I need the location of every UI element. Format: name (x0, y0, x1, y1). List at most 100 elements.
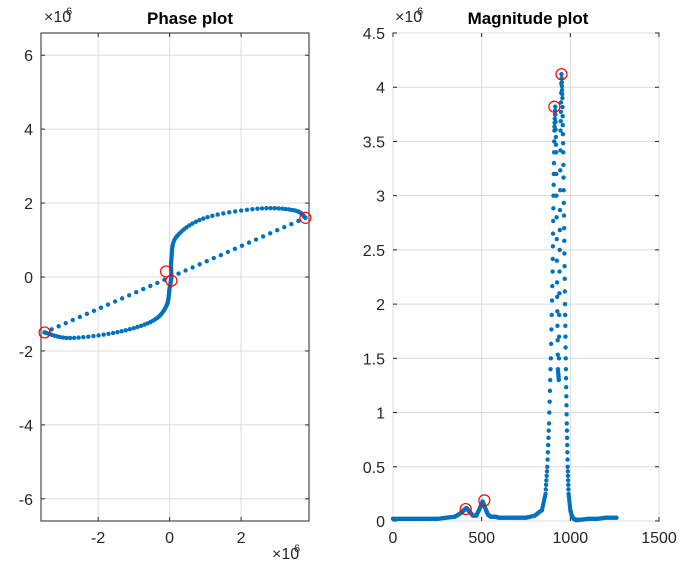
magnitude-plot-data-point (554, 193, 559, 198)
phase-plot-y-tick-label: -6 (19, 492, 33, 509)
magnitude-plot-data-point (550, 256, 555, 262)
magnitude-plot-data-point (561, 162, 566, 168)
magnitude-plot-data-point (547, 399, 552, 404)
magnitude-plot-data-point (554, 294, 560, 300)
magnitude-plot-data-point (560, 141, 566, 146)
magnitude-plot-data-point (558, 109, 564, 115)
magnitude-plot-data-point (564, 421, 569, 426)
phase-plot-data-point (138, 323, 144, 329)
magnitude-plot-data-point (564, 412, 569, 417)
magnitude-plot-data-point (563, 376, 569, 381)
magnitude-plot-data-point (565, 457, 570, 462)
phase-plot-data-point (64, 335, 69, 341)
phase-plot-data-point (115, 329, 120, 335)
phase-plot-data-point (91, 308, 97, 313)
phase-plot-y-tick-label: -2 (19, 344, 33, 361)
magnitude-plot-y-tick-label: 1.5 (363, 351, 385, 368)
phase-plot-data-point (282, 224, 287, 230)
phase-plot: -2 0 2 -6 -4 -2 0 2 4 6 Phase plot ×10 6 ×10 6 (19, 6, 312, 563)
magnitude-plot-data-point (545, 457, 550, 462)
phase-plot-data-point (105, 302, 111, 307)
phase-plot-data-point (110, 330, 116, 336)
magnitude-plot-data-point (565, 464, 570, 469)
magnitude-plot-data-point (555, 323, 560, 328)
phase-plot-data-point (86, 334, 91, 339)
phase-plot-data-point (238, 208, 244, 213)
phase-plot-data-point (183, 268, 188, 273)
phase-plot-data-point (225, 249, 231, 255)
phase-plot-ticks: -2 0 2 -6 -4 -2 0 2 4 6 (19, 33, 309, 547)
magnitude-plot-data-point (563, 356, 568, 361)
phase-plot-data-point (77, 314, 83, 320)
magnitude-plot-data-point (545, 450, 551, 455)
magnitude-plot-data-point (545, 442, 551, 448)
magnitude-plot-data-point (563, 345, 568, 350)
magnitude-plot-data-point (565, 478, 571, 483)
magnitude-plot-data-point (561, 200, 567, 206)
phase-plot-data-point (61, 335, 66, 340)
phase-plot-x-tick-label: -2 (91, 530, 105, 547)
magnitude-plot-y-tick-label: 2.5 (363, 243, 385, 260)
phase-plot-data-point (155, 280, 160, 286)
phase-plot-data-point (98, 305, 104, 310)
magnitude-plot-data-point (557, 227, 563, 233)
magnitude-plot-data-point (560, 113, 565, 119)
magnitude-plot-data-point (560, 95, 565, 101)
phase-plot-y-tick-label: 0 (24, 270, 33, 287)
magnitude-plot-data-point (557, 312, 562, 318)
phase-plot-grid (41, 33, 309, 521)
magnitude-plot-data-point (565, 473, 571, 479)
magnitude-plot-data-point (564, 403, 569, 408)
phase-plot-data-point (272, 206, 277, 211)
magnitude-plot-data-point (555, 309, 560, 314)
phase-plot-data-point (67, 335, 73, 341)
magnitude-plot-data-point (560, 132, 566, 137)
magnitude-plot-data-point (566, 487, 571, 492)
magnitude-plot-data-point (549, 298, 555, 303)
magnitude-plot-data-point (551, 206, 556, 211)
phase-plot-data-point (264, 206, 269, 211)
magnitude-plot-data-point (549, 312, 554, 318)
magnitude-plot-data-point (554, 215, 559, 220)
magnitude-plot-data-point (543, 482, 549, 488)
magnitude-plot-data-point (548, 341, 554, 347)
phase-plot-data-point (210, 213, 215, 219)
phase-plot-points (42, 205, 308, 341)
phase-plot-data-point (239, 243, 245, 248)
magnitude-plot-y-tick-label: 0 (376, 514, 385, 531)
magnitude-plot-data-point (544, 473, 549, 479)
magnitude-plot-data-point (565, 450, 570, 455)
phase-plot-data-point (211, 255, 216, 261)
phase-plot-data-point (176, 271, 181, 276)
magnitude-plot-data-point (556, 356, 562, 361)
magnitude-plot-data-point (557, 247, 562, 253)
phase-plot-data-point (131, 325, 136, 331)
phase-plot-x-tick-label: 2 (237, 530, 246, 547)
phase-plot-x-exponent-power: 6 (294, 543, 300, 555)
magnitude-plot-data-point (563, 366, 569, 372)
magnitude-plot-data-point (550, 218, 556, 224)
phase-plot-data-point (250, 207, 255, 212)
magnitude-plot-x-tick-label: 500 (468, 530, 495, 547)
magnitude-plot-data-point (557, 188, 563, 193)
magnitude-plot-frame (392, 32, 660, 522)
magnitude-plot-data-point (563, 334, 568, 339)
magnitude-plot-data-point (561, 226, 567, 231)
phase-plot-data-point (221, 211, 226, 216)
phase-plot-data-point (91, 333, 96, 339)
magnitude-plot-data-point (553, 104, 558, 109)
phase-plot-data-point (280, 206, 285, 211)
magnitude-plot-data-point (560, 122, 565, 128)
phase-plot-data-point (190, 265, 195, 270)
phase-plot-y-exponent: ×10 (44, 9, 71, 26)
phase-plot-highlight-marker (159, 265, 173, 278)
phase-plot-data-point (267, 231, 273, 236)
phase-plot-data-point (255, 206, 260, 211)
phase-plot-data-point (119, 329, 124, 334)
magnitude-plot-data-point (546, 428, 551, 433)
phase-plot-data-point (289, 221, 294, 227)
magnitude-plot-data-point (565, 469, 571, 474)
magnitude-plot-data-point (555, 338, 560, 343)
phase-plot-highlight-marker (165, 274, 178, 287)
magnitude-plot-data-point (553, 119, 558, 125)
